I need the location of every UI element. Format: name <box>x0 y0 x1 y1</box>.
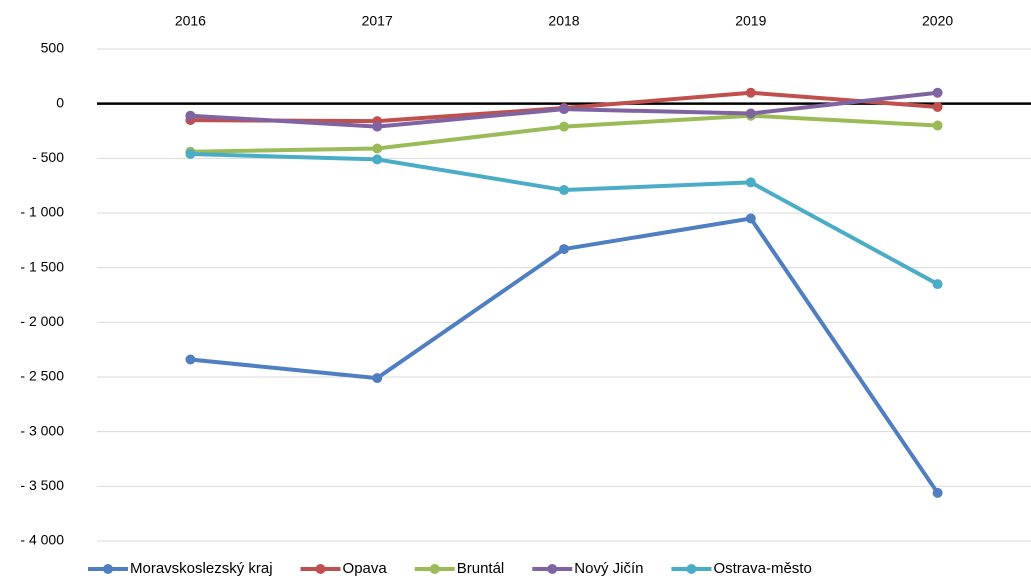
data-point <box>559 104 569 115</box>
legend-label: Ostrava-město <box>713 560 811 577</box>
data-point <box>745 87 756 98</box>
data-point <box>372 143 383 154</box>
data-point <box>932 279 943 290</box>
data-point <box>745 177 756 188</box>
data-point <box>372 121 383 132</box>
data-point <box>932 120 943 131</box>
data-point <box>745 213 756 224</box>
legend-label: Bruntál <box>457 560 505 577</box>
data-point <box>932 487 943 498</box>
data-point <box>932 87 943 98</box>
data-point <box>372 373 383 384</box>
x-tick-label: 2017 <box>362 13 393 29</box>
x-tick-label: 2018 <box>548 13 579 29</box>
series-line <box>190 216 940 495</box>
y-tick-label: - 1 500 <box>20 258 64 274</box>
y-tick-label: - 3 000 <box>20 422 64 438</box>
y-tick-label: - 3 500 <box>20 477 64 493</box>
legend-marker <box>429 564 440 574</box>
x-tick-label: 2019 <box>735 13 766 29</box>
y-tick-label: - 2 000 <box>20 313 64 329</box>
x-tick-label: 2016 <box>175 13 206 29</box>
legend-marker <box>686 564 697 574</box>
data-point <box>745 108 756 119</box>
legend-label: Moravskoslezský kraj <box>130 560 273 577</box>
y-tick-label: 500 <box>41 40 65 56</box>
data-point <box>559 244 569 255</box>
data-point <box>185 110 196 121</box>
legend-marker <box>103 564 113 574</box>
y-tick-label: - 4 000 <box>20 532 64 548</box>
y-tick-label: 0 <box>56 94 64 110</box>
data-point <box>932 101 943 112</box>
data-point <box>559 185 569 196</box>
legend-label: Nový Jičín <box>574 560 643 577</box>
data-point <box>559 121 569 132</box>
data-point <box>185 148 196 159</box>
y-tick-label: - 500 <box>32 149 64 165</box>
legend-marker <box>547 564 558 574</box>
y-tick-label: - 2 500 <box>20 368 64 384</box>
y-tick-label: - 1 000 <box>20 204 64 220</box>
data-point <box>372 154 383 165</box>
legend-marker <box>315 564 326 574</box>
data-point <box>185 354 196 365</box>
x-tick-label: 2020 <box>922 13 953 29</box>
series-line <box>190 151 939 286</box>
legend-label: Opava <box>343 560 388 577</box>
